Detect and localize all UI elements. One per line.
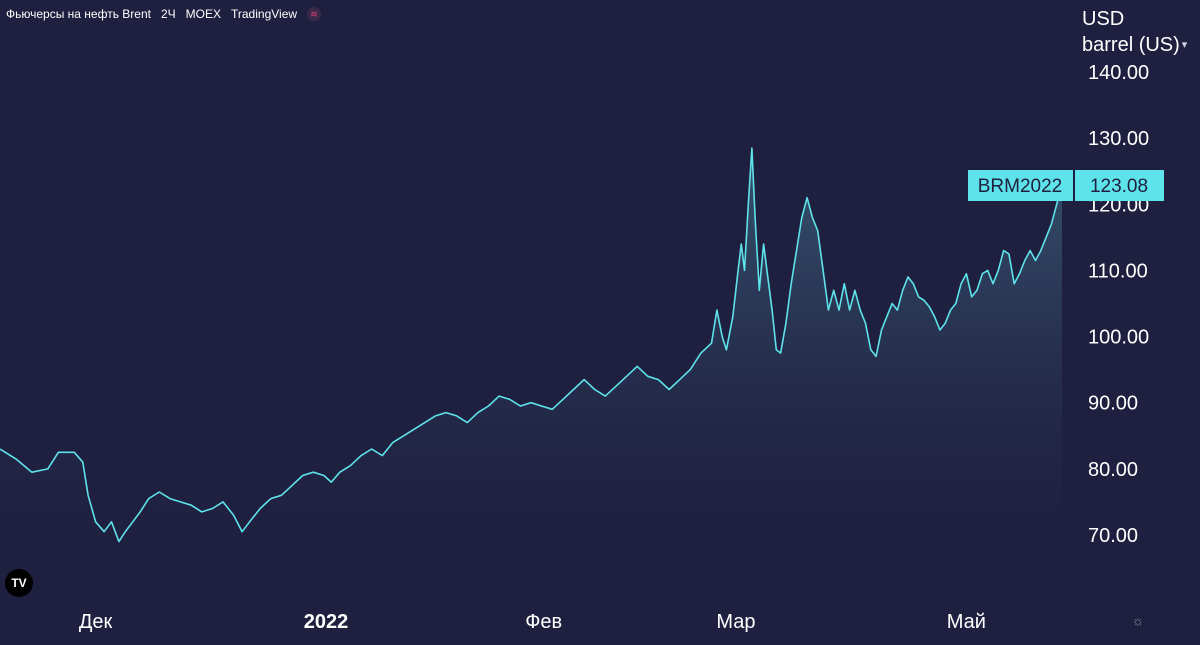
x-tick-label: Дек [79,611,113,633]
y-tick-label: 80.00 [1088,459,1138,481]
x-tick-label: 2022 [304,611,349,633]
tradingview-logo-icon[interactable]: TV [5,569,33,597]
source-label: TradingView [231,7,298,21]
y-tick-label: 70.00 [1088,525,1138,547]
chevron-down-icon[interactable]: ▾ [1181,39,1188,51]
price-badge-label: 123.08 [1090,176,1148,197]
y-tick-label: 140.00 [1088,62,1149,84]
last-price-badge: BRM2022 123.08 [968,170,1164,201]
price-series-line [0,147,1063,543]
y-axis: 70.0080.0090.00100.00110.00120.00130.001… [1088,62,1149,547]
x-tick-label: Фев [525,611,562,633]
currency-label: USD [1082,8,1125,30]
x-axis: Дек 2022 Фев Мар Май [79,611,986,633]
chart-header: Фьючерсы на нефть Brent 2Ч MOEX TradingV… [6,6,322,22]
symbol-badge-bg [968,170,1073,201]
price-badge-bg [1075,170,1164,201]
unit-label: barrel (US) [1082,34,1180,56]
y-tick-label: 130.00 [1088,128,1149,150]
symbol-title[interactable]: Фьючерсы на нефть Brent [6,7,151,21]
currency-unit-selector[interactable]: USD barrel (US) ▾ [1082,6,1194,58]
x-tick-label: Май [947,611,986,633]
symbol-badge-label: BRM2022 [978,176,1063,197]
exchange-label: MOEX [185,7,221,21]
price-line-layer [0,147,1063,543]
y-tick-label: 100.00 [1088,327,1149,349]
area-fill-layer [0,148,1062,560]
y-tick-label: 110.00 [1088,260,1148,282]
pulse-icon[interactable]: ≋ [307,7,322,21]
x-tick-label: Мар [716,611,755,633]
interval-label[interactable]: 2Ч [160,7,176,21]
gear-icon[interactable]: ☼ [1132,613,1144,628]
price-area [0,148,1062,560]
y-tick-label: 90.00 [1088,393,1138,415]
